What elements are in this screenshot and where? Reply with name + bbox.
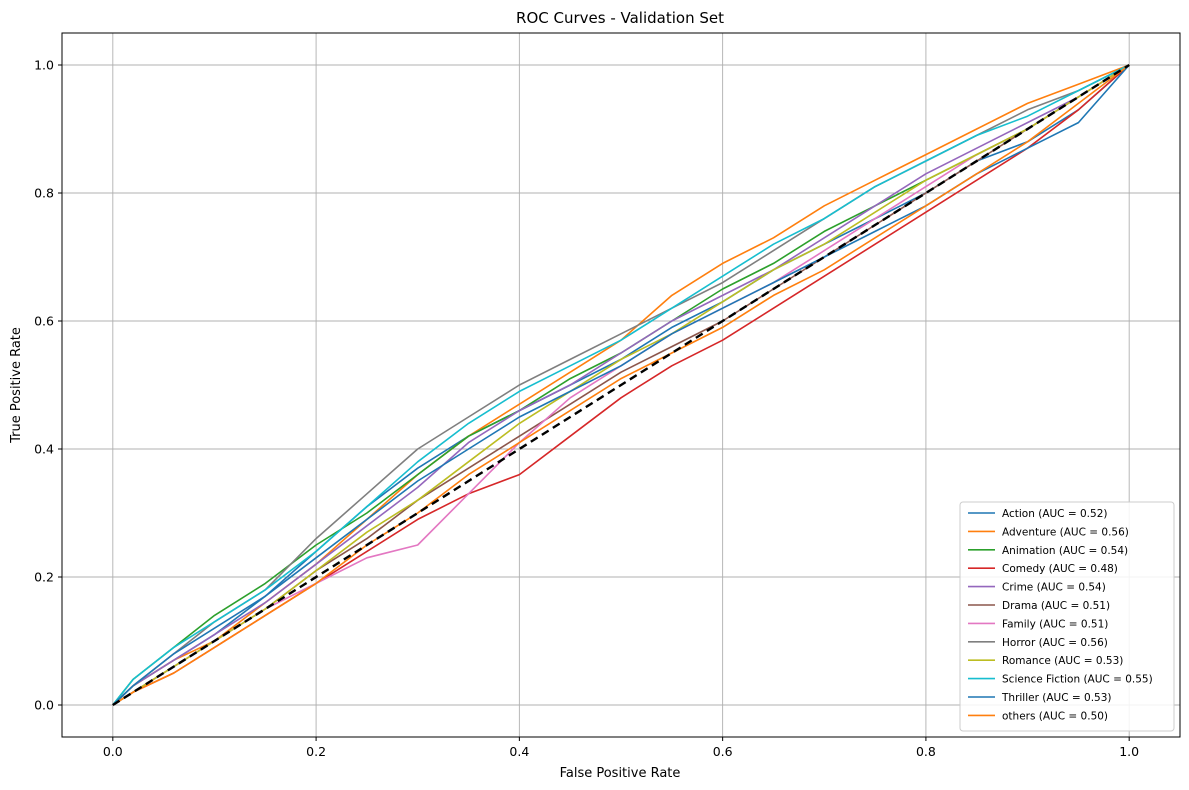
chart-title: ROC Curves - Validation Set: [516, 9, 724, 27]
y-axis-ticks: 0.0 0.2 0.4 0.6 0.8 1.0: [34, 58, 62, 713]
x-tick-label: 0.2: [306, 744, 326, 759]
y-tick-label: 1.0: [34, 58, 54, 73]
plot-frame: [61, 32, 1181, 738]
legend-box: [959, 501, 1175, 732]
x-tick-label: 0.4: [509, 744, 529, 759]
legend-label-action: Action (AUC = 0.52): [1002, 508, 1107, 520]
y-tick-label: 0.8: [34, 186, 54, 201]
roc-line-science-fiction: [112, 64, 1130, 706]
y-axis-label: True Positive Rate: [9, 327, 24, 444]
legend-label-thriller: Thriller (AUC = 0.53): [1001, 692, 1112, 704]
y-tick-label: 0.0: [34, 698, 54, 713]
legend-label-animation: Animation (AUC = 0.54): [1002, 545, 1128, 557]
x-axis-ticks: 0.0 0.2 0.4 0.6 0.8 1.0: [103, 737, 1139, 759]
legend-label-romance: Romance (AUC = 0.53): [1002, 655, 1123, 667]
legend: Action (AUC = 0.52) Adventure (AUC = 0.56…: [959, 501, 1175, 732]
legend-label-science-fiction: Science Fiction (AUC = 0.55): [1002, 674, 1153, 686]
x-tick-label: 0.6: [713, 744, 733, 759]
y-tick-label: 0.4: [34, 442, 54, 457]
legend-label-crime: Crime (AUC = 0.54): [1002, 582, 1106, 594]
roc-line-crime: [112, 64, 1130, 706]
legend-label-horror: Horror (AUC = 0.56): [1002, 637, 1108, 649]
legend-label-others: others (AUC = 0.50): [1002, 710, 1108, 722]
roc-line-others: [112, 64, 1130, 706]
y-tick-label: 0.2: [34, 570, 54, 585]
x-tick-label: 0.0: [103, 744, 123, 759]
y-tick-label: 0.6: [34, 314, 54, 329]
legend-label-family: Family (AUC = 0.51): [1002, 618, 1108, 630]
x-tick-label: 1.0: [1119, 744, 1139, 759]
chance-diagonal-line: [112, 63, 1130, 707]
x-tick-label: 0.8: [916, 744, 936, 759]
legend-label-drama: Drama (AUC = 0.51): [1002, 600, 1110, 612]
legend-label-comedy: Comedy (AUC = 0.48): [1002, 563, 1118, 575]
x-axis-label: False Positive Rate: [560, 766, 681, 781]
reference-layer: [112, 63, 1130, 707]
roc-line-adventure: [112, 64, 1130, 706]
legend-label-adventure: Adventure (AUC = 0.56): [1002, 526, 1129, 538]
